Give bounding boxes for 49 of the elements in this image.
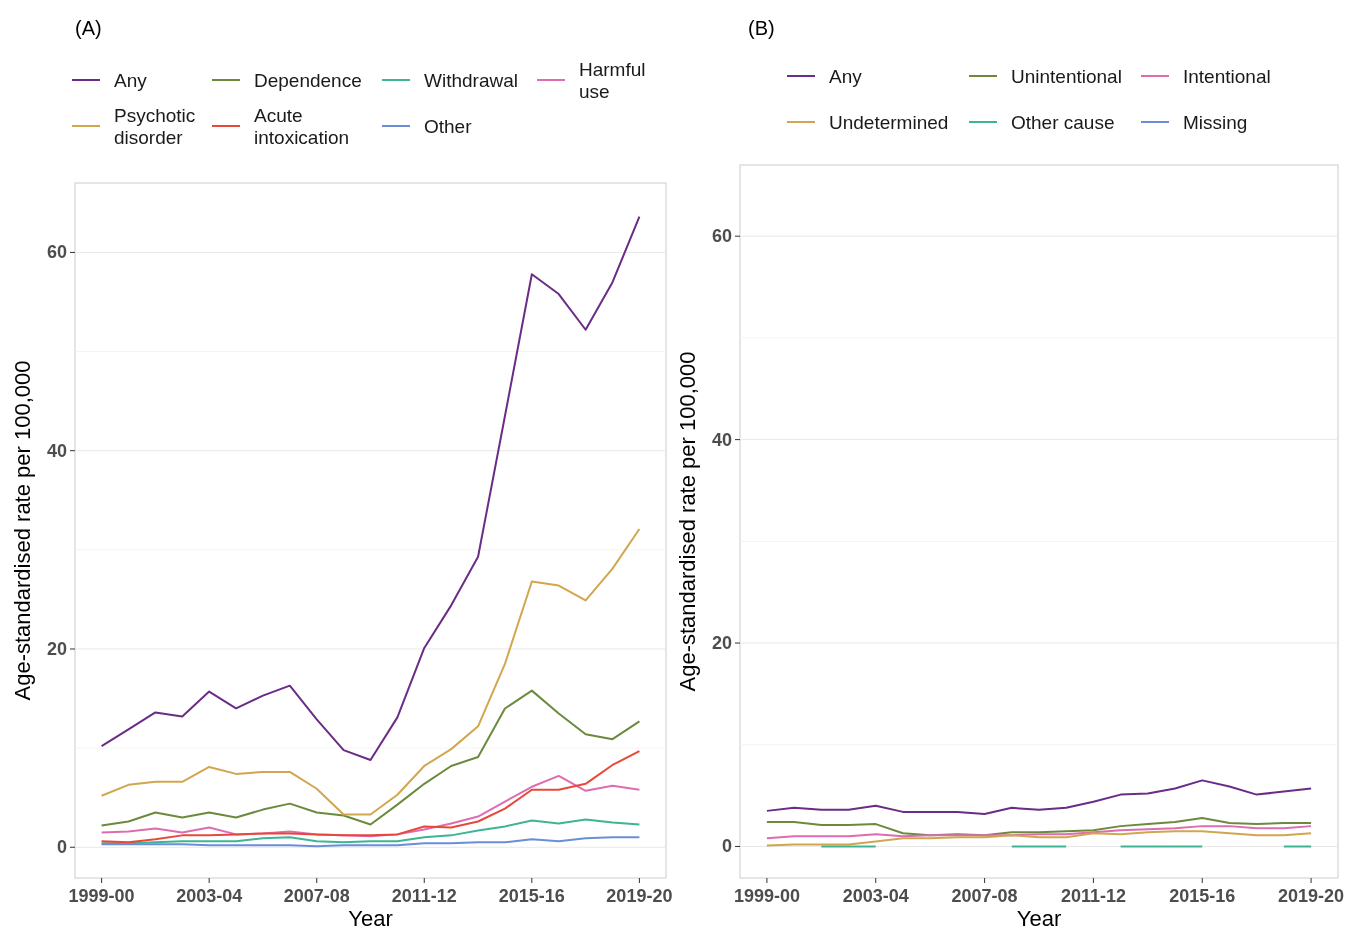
y-tick-label: 60	[46, 242, 67, 263]
x-tick-label: 2015-16	[1169, 886, 1236, 906]
y-tick-label: 0	[721, 836, 732, 857]
legend-label: Unintentional	[1011, 66, 1122, 87]
y-tick-label: 20	[46, 638, 67, 659]
x-tick-label: 2015-16	[498, 886, 565, 906]
line-series	[100, 818, 641, 845]
line-series	[765, 816, 1313, 837]
line-series	[100, 215, 641, 762]
legend-label: Other cause	[1011, 112, 1115, 133]
chart-title: (B)	[748, 17, 775, 39]
line-series	[100, 689, 641, 827]
x-axis-title: Year	[1016, 906, 1062, 931]
y-tick-label: 0	[56, 837, 67, 858]
line-series	[765, 830, 1313, 847]
legend-label: Harmful use	[579, 59, 646, 102]
x-tick-label: 2011-12	[391, 886, 457, 906]
y-tick-label: 60	[711, 226, 732, 247]
legend-label: Intentional	[1183, 66, 1271, 87]
x-tick-label: 2007-08	[951, 886, 1018, 906]
legend-label: Missing	[1183, 112, 1248, 133]
legend-label: Any	[829, 66, 863, 87]
y-axis-title: Age-standardised rate per 100,000	[675, 351, 700, 692]
x-tick-label: 2019-20	[1278, 886, 1345, 906]
legend-label: Psychotic disorder	[114, 105, 196, 148]
legend-label: Dependence	[254, 70, 362, 91]
x-tick-label: 1999-00	[733, 886, 800, 906]
x-tick-label: 2003-04	[842, 886, 909, 906]
y-tick-label: 40	[46, 440, 67, 461]
x-tick-label: 1999-00	[68, 886, 135, 906]
line-series	[765, 825, 1313, 840]
legend-label: Acute intoxication	[254, 105, 350, 148]
legend-label: Any	[114, 70, 148, 91]
y-tick-label: 20	[711, 633, 732, 654]
x-tick-label: 2019-20	[606, 886, 673, 906]
y-tick-label: 40	[711, 429, 732, 450]
line-series	[100, 528, 641, 816]
chart-title: (A)	[75, 17, 102, 39]
y-axis-title: Age-standardised rate per 100,000	[10, 360, 35, 701]
x-tick-label: 2003-04	[176, 886, 243, 906]
line-series	[100, 836, 641, 848]
legend-label: Withdrawal	[424, 70, 518, 91]
x-axis-title: Year	[348, 906, 393, 931]
line-series	[765, 779, 1313, 815]
x-tick-label: 2007-08	[283, 886, 350, 906]
legend-label: Other	[424, 116, 473, 137]
x-tick-label: 2011-12	[1060, 886, 1126, 906]
line-series	[100, 750, 641, 844]
legend-label: Undetermined	[829, 112, 949, 133]
